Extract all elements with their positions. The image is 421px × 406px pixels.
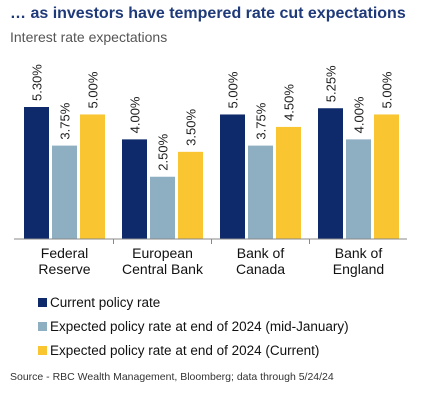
category-label-2-line-0: Bank of: [237, 245, 285, 261]
category-label-1-line-1: Central Bank: [122, 261, 204, 277]
data-label-s0-c2: 5.00%: [226, 71, 241, 108]
data-label-s1-c0: 3.75%: [58, 102, 73, 139]
source-note: Source - RBC Wealth Management, Bloomber…: [10, 371, 334, 383]
bar-s1-c2: [248, 145, 273, 239]
bar-s2-c3: [374, 114, 399, 239]
legend-item-current-expected: Expected policy rate at end of 2024 (Cur…: [38, 338, 349, 362]
category-label-3-line-0: Bank of: [335, 245, 383, 261]
legend-swatch-mid-january: [38, 321, 47, 331]
chart-title: … as investors have tempered rate cut ex…: [10, 5, 406, 22]
legend-label-mid-january: Expected policy rate at end of 2024 (mid…: [50, 318, 349, 334]
legend-swatch-current: [38, 297, 47, 307]
bar-s2-c2: [276, 126, 301, 239]
bar-s0-c1: [122, 139, 147, 239]
legend-label-current-expected: Expected policy rate at end of 2024 (Cur…: [50, 342, 320, 358]
data-label-s2-c3: 5.00%: [380, 71, 395, 108]
data-label-s2-c1: 3.50%: [184, 109, 199, 146]
data-label-s1-c1: 2.50%: [156, 133, 171, 170]
data-label-s1-c3: 4.00%: [352, 96, 367, 133]
category-label-0-line-1: Reserve: [38, 261, 90, 277]
data-label-s0-c0: 5.30%: [30, 64, 45, 101]
category-label-0-line-0: Federal: [41, 245, 88, 261]
legend-label-current: Current policy rate: [50, 294, 161, 310]
category-label-3-line-1: England: [333, 261, 384, 277]
category-label-1-line-0: European: [132, 245, 193, 261]
bar-s0-c2: [220, 114, 245, 239]
bar-s0-c3: [318, 108, 343, 239]
data-label-s0-c1: 4.00%: [128, 96, 143, 133]
category-label-2-line-1: Canada: [236, 261, 285, 277]
data-label-s2-c0: 5.00%: [86, 71, 101, 108]
legend-item-mid-january: Expected policy rate at end of 2024 (mid…: [38, 314, 349, 338]
data-label-s0-c3: 5.25%: [324, 65, 339, 102]
bar-s1-c1: [150, 176, 175, 239]
bar-s1-c3: [346, 139, 371, 239]
legend: Current policy rate Expected policy rate…: [38, 290, 349, 362]
bar-s1-c0: [52, 145, 77, 239]
chart-subtitle: Interest rate expectations: [10, 29, 168, 45]
legend-swatch-current-expected: [38, 345, 47, 355]
legend-item-current: Current policy rate: [38, 290, 349, 314]
bar-s2-c0: [80, 114, 105, 239]
data-label-s1-c2: 3.75%: [254, 102, 269, 139]
bar-s2-c1: [178, 151, 203, 239]
bar-s0-c0: [24, 107, 49, 239]
data-label-s2-c2: 4.50%: [282, 84, 297, 121]
